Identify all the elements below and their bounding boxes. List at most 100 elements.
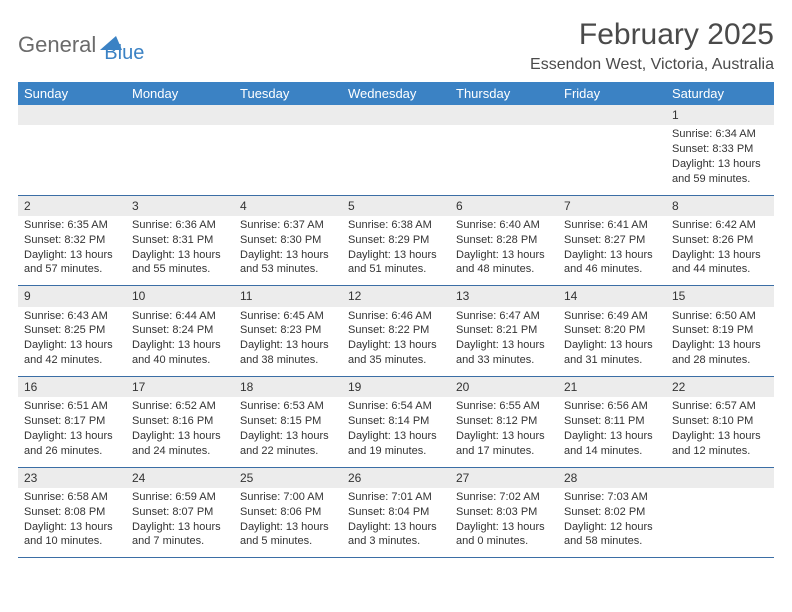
calendar-table: Sunday Monday Tuesday Wednesday Thursday… [18,82,774,558]
sunset-text: Sunset: 8:25 PM [24,323,120,338]
sunrise-text: Sunrise: 6:41 AM [564,218,660,233]
day-cell-empty [666,488,774,558]
day1-text: Daylight: 12 hours [564,520,660,535]
day-cell-empty [558,125,666,195]
day2-text: and 7 minutes. [132,534,228,549]
day-number: 4 [234,196,342,216]
day-cell: Sunrise: 6:51 AMSunset: 8:17 PMDaylight:… [18,397,126,467]
sunset-text: Sunset: 8:30 PM [240,233,336,248]
sunset-text: Sunset: 8:17 PM [24,414,120,429]
day-cell: Sunrise: 6:41 AMSunset: 8:27 PMDaylight:… [558,216,666,286]
day2-text: and 31 minutes. [564,353,660,368]
day-cell: Sunrise: 7:03 AMSunset: 8:02 PMDaylight:… [558,488,666,558]
day-cell: Sunrise: 7:01 AMSunset: 8:04 PMDaylight:… [342,488,450,558]
day1-text: Daylight: 13 hours [24,248,120,263]
day2-text: and 19 minutes. [348,444,444,459]
sunrise-text: Sunrise: 6:40 AM [456,218,552,233]
day2-text: and 53 minutes. [240,262,336,277]
sunset-text: Sunset: 8:33 PM [672,142,768,157]
day2-text: and 24 minutes. [132,444,228,459]
sunrise-text: Sunrise: 6:50 AM [672,309,768,324]
day-number: 17 [126,377,234,397]
day-cell: Sunrise: 6:44 AMSunset: 8:24 PMDaylight:… [126,307,234,377]
sunrise-text: Sunrise: 6:58 AM [24,490,120,505]
day-cell: Sunrise: 6:59 AMSunset: 8:07 PMDaylight:… [126,488,234,558]
day-number: 23 [18,468,126,488]
sunset-text: Sunset: 8:27 PM [564,233,660,248]
day2-text: and 51 minutes. [348,262,444,277]
sunrise-text: Sunrise: 6:46 AM [348,309,444,324]
day2-text: and 57 minutes. [24,262,120,277]
day2-text: and 48 minutes. [456,262,552,277]
day1-text: Daylight: 13 hours [672,338,768,353]
day-cell-empty [126,125,234,195]
day-number-empty [342,105,450,125]
day-cell-empty [18,125,126,195]
day2-text: and 58 minutes. [564,534,660,549]
day2-text: and 28 minutes. [672,353,768,368]
day-cell: Sunrise: 6:35 AMSunset: 8:32 PMDaylight:… [18,216,126,286]
day-number: 10 [126,286,234,306]
day-cell: Sunrise: 6:57 AMSunset: 8:10 PMDaylight:… [666,397,774,467]
day2-text: and 26 minutes. [24,444,120,459]
day2-text: and 55 minutes. [132,262,228,277]
weekday-header: Tuesday [234,82,342,105]
day1-text: Daylight: 13 hours [24,338,120,353]
day-number-empty [450,105,558,125]
day1-text: Daylight: 13 hours [132,248,228,263]
day-number: 15 [666,286,774,306]
day2-text: and 12 minutes. [672,444,768,459]
day-number: 16 [18,377,126,397]
sunrise-text: Sunrise: 6:55 AM [456,399,552,414]
weekday-header: Friday [558,82,666,105]
week-row: Sunrise: 6:35 AMSunset: 8:32 PMDaylight:… [18,216,774,286]
day-cell: Sunrise: 6:53 AMSunset: 8:15 PMDaylight:… [234,397,342,467]
title-block: February 2025 Essendon West, Victoria, A… [530,18,774,74]
day2-text: and 14 minutes. [564,444,660,459]
day-number: 11 [234,286,342,306]
weekday-header: Monday [126,82,234,105]
day2-text: and 44 minutes. [672,262,768,277]
day-number-empty [666,468,774,488]
sunrise-text: Sunrise: 7:01 AM [348,490,444,505]
sunset-text: Sunset: 8:11 PM [564,414,660,429]
week-row: Sunrise: 6:43 AMSunset: 8:25 PMDaylight:… [18,307,774,377]
sunrise-text: Sunrise: 6:47 AM [456,309,552,324]
sunrise-text: Sunrise: 6:44 AM [132,309,228,324]
day1-text: Daylight: 13 hours [564,248,660,263]
day1-text: Daylight: 13 hours [348,429,444,444]
sunrise-text: Sunrise: 7:02 AM [456,490,552,505]
day-cell-empty [342,125,450,195]
day-cell: Sunrise: 6:47 AMSunset: 8:21 PMDaylight:… [450,307,558,377]
sunset-text: Sunset: 8:08 PM [24,505,120,520]
sunrise-text: Sunrise: 6:59 AM [132,490,228,505]
sunrise-text: Sunrise: 6:35 AM [24,218,120,233]
sunset-text: Sunset: 8:02 PM [564,505,660,520]
day2-text: and 5 minutes. [240,534,336,549]
day-number-empty [18,105,126,125]
day-number: 28 [558,468,666,488]
day-cell: Sunrise: 6:54 AMSunset: 8:14 PMDaylight:… [342,397,450,467]
day2-text: and 35 minutes. [348,353,444,368]
day1-text: Daylight: 13 hours [348,338,444,353]
day1-text: Daylight: 13 hours [672,157,768,172]
sunrise-text: Sunrise: 6:52 AM [132,399,228,414]
day-number: 12 [342,286,450,306]
day-number: 9 [18,286,126,306]
sunrise-text: Sunrise: 6:49 AM [564,309,660,324]
sunset-text: Sunset: 8:03 PM [456,505,552,520]
sunrise-text: Sunrise: 6:57 AM [672,399,768,414]
day-cell: Sunrise: 6:50 AMSunset: 8:19 PMDaylight:… [666,307,774,377]
day-number-empty [558,105,666,125]
sunrise-text: Sunrise: 6:53 AM [240,399,336,414]
sunrise-text: Sunrise: 6:38 AM [348,218,444,233]
sunrise-text: Sunrise: 6:36 AM [132,218,228,233]
logo-text-blue: Blue [104,24,144,65]
day1-text: Daylight: 13 hours [456,520,552,535]
sunset-text: Sunset: 8:14 PM [348,414,444,429]
day1-text: Daylight: 13 hours [132,338,228,353]
daynum-row: 1 [18,105,774,125]
daynum-row: 2345678 [18,195,774,216]
day2-text: and 46 minutes. [564,262,660,277]
daynum-row: 232425262728 [18,467,774,488]
